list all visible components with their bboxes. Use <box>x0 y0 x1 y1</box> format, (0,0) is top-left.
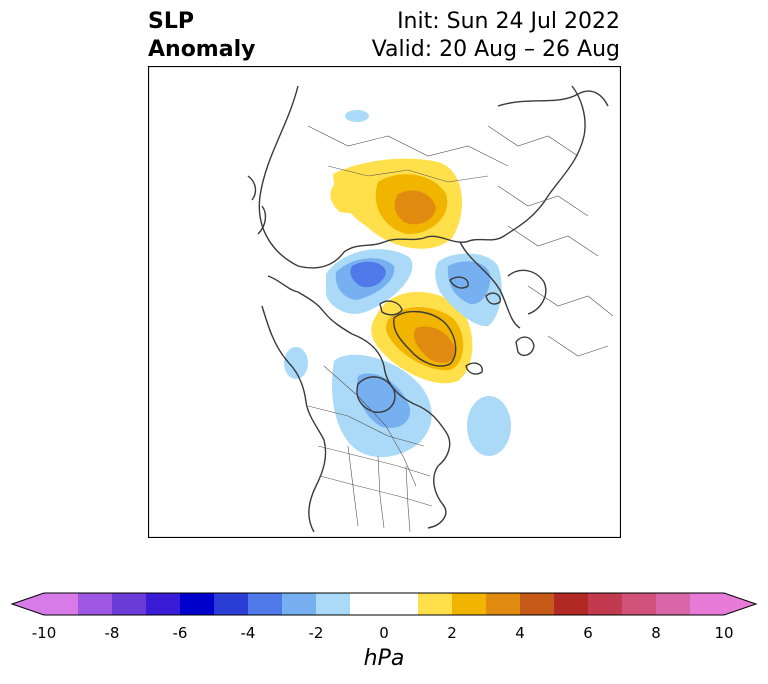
colorbar-segment <box>588 593 623 615</box>
colorbar-tick-label: -2 <box>308 624 324 642</box>
colorbar-segment <box>112 593 147 615</box>
colorbar-segment <box>214 593 249 615</box>
colorbar-tick-label: -8 <box>104 624 120 642</box>
political-borders <box>307 125 614 533</box>
anomaly-positive-kara <box>330 173 388 213</box>
anomaly-negative-alaska-gulf <box>284 347 308 379</box>
anomaly-negative-barents-2 <box>447 261 491 305</box>
anomaly-negative-mongolia <box>345 110 369 122</box>
title-type: Anomaly <box>148 37 256 62</box>
colorbar-segment <box>248 593 283 615</box>
colorbar-segment <box>622 593 657 615</box>
colorbar-tick-label: -4 <box>240 624 256 642</box>
chart-title-right: Init: Sun 24 Jul 2022 Valid: 20 Aug – 26… <box>372 8 620 64</box>
map-frame <box>148 66 621 538</box>
colorbar-segment <box>690 593 725 615</box>
colorbar-tick-label: 10 <box>714 624 734 642</box>
colorbar-segment <box>656 593 691 615</box>
init-date-label: Init: Sun 24 Jul 2022 <box>397 9 620 34</box>
anomaly-positive-siberia-3 <box>394 190 436 225</box>
coastlines <box>247 85 609 533</box>
colorbar-unit-label: hPa <box>363 646 405 671</box>
colorbar-segment <box>180 593 215 615</box>
colorbar-outline <box>10 592 758 616</box>
colorbar-tick-label: -6 <box>172 624 188 642</box>
anomaly-fills <box>284 110 511 458</box>
colorbar-extend-min <box>12 593 44 615</box>
title-variable: SLP <box>148 9 194 34</box>
colorbar-segment <box>282 593 317 615</box>
colorbar-extend-max <box>724 593 756 615</box>
colorbar-segment <box>418 593 453 615</box>
colorbar-segment <box>486 593 521 615</box>
colorbar-tick-label: 2 <box>447 624 457 642</box>
colorbar-segment <box>44 593 79 615</box>
colorbar-tick-label: 0 <box>379 624 389 642</box>
colorbar-segment <box>554 593 589 615</box>
colorbar-tick-label: 6 <box>583 624 593 642</box>
anomaly-positive-greenland-3 <box>413 326 456 363</box>
colorbar-segment <box>316 593 351 615</box>
anomaly-negative-canada-2 <box>357 373 411 428</box>
colorbar-tick-label: 8 <box>651 624 661 642</box>
colorbar <box>10 592 758 616</box>
valid-range-label: Valid: 20 Aug – 26 Aug <box>371 37 620 62</box>
colorbar-segment <box>350 593 419 615</box>
colorbar-tick-label: 4 <box>515 624 525 642</box>
anomaly-negative-east-siberia-3 <box>350 261 386 288</box>
anomaly-negative-atlantic <box>467 396 511 456</box>
colorbar-tick-label: -10 <box>31 624 57 642</box>
chart-title-left: SLP Anomaly <box>148 8 255 64</box>
colorbar-segment <box>78 593 113 615</box>
colorbar-segment <box>146 593 181 615</box>
slp-anomaly-map <box>148 66 621 538</box>
colorbar-segment <box>520 593 555 615</box>
colorbar-segment <box>452 593 487 615</box>
